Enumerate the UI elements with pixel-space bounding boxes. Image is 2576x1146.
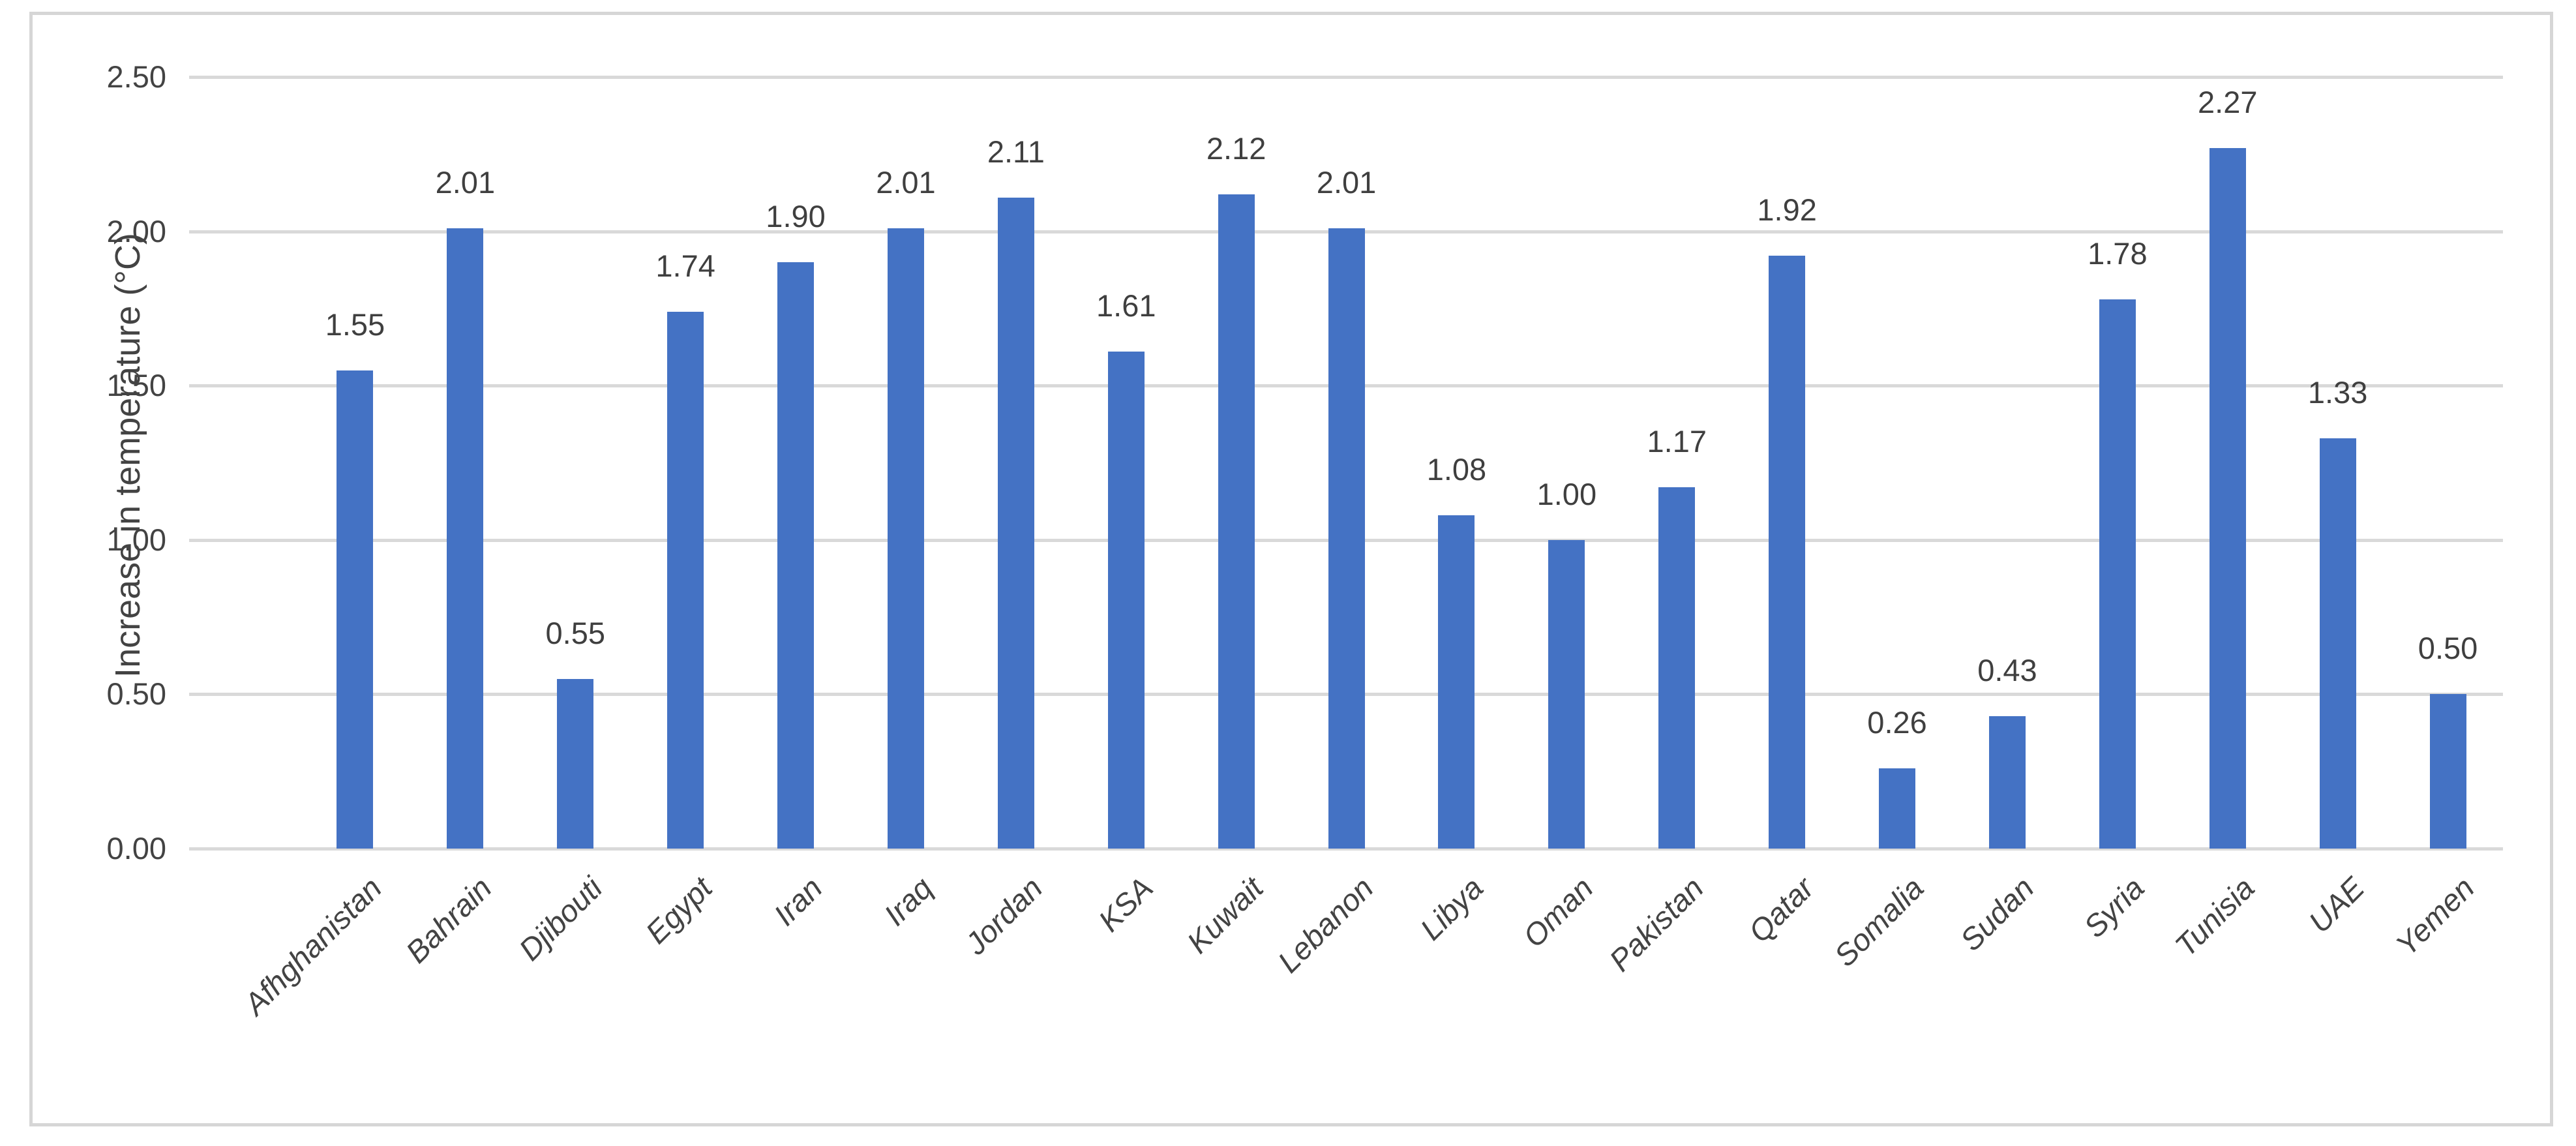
x-category-label: Tunisia xyxy=(2168,870,2261,963)
data-label: 1.92 xyxy=(1757,192,1817,228)
x-category-label: Afhghanistan xyxy=(237,870,389,1021)
data-label: 1.61 xyxy=(1096,288,1156,324)
y-tick-label: 0.00 xyxy=(106,831,166,866)
data-label: 0.26 xyxy=(1867,704,1927,740)
bar-libya xyxy=(1438,515,1475,849)
data-label: 1.08 xyxy=(1426,451,1487,487)
bar-pakistan xyxy=(1658,487,1696,849)
data-label: 1.55 xyxy=(325,307,385,342)
data-label: 1.90 xyxy=(766,198,826,234)
y-tick-label: 0.50 xyxy=(106,676,166,712)
bar-syria xyxy=(2099,299,2136,849)
y-tick-label: 1.50 xyxy=(106,368,166,403)
bar-jordan xyxy=(997,197,1034,849)
data-label: 0.55 xyxy=(545,615,605,650)
bar-afhghanistan xyxy=(337,370,374,849)
x-category-label: KSA xyxy=(1091,870,1160,939)
x-category-label: Qatar xyxy=(1741,870,1820,949)
data-label: 1.74 xyxy=(655,248,715,283)
bar-sudan xyxy=(1988,716,2026,849)
bar-iraq xyxy=(887,228,924,849)
data-label: 2.11 xyxy=(987,134,1045,169)
x-category-label: Yemen xyxy=(2389,870,2481,963)
data-label: 0.43 xyxy=(1977,652,2037,687)
x-category-label: Djibouti xyxy=(511,870,609,967)
bar-uae xyxy=(2319,438,2356,849)
bar-bahrain xyxy=(447,228,484,849)
y-tick-label: 2.00 xyxy=(106,213,166,249)
bar-oman xyxy=(1548,539,1585,849)
x-category-label: Pakistan xyxy=(1602,870,1711,978)
x-category-label: Iraq xyxy=(876,870,939,933)
x-category-label: Kuwait xyxy=(1180,870,1270,960)
bar-qatar xyxy=(1769,256,1806,849)
data-label: 2.01 xyxy=(435,164,496,200)
x-category-label: Oman xyxy=(1516,870,1600,954)
bar-somalia xyxy=(1879,768,1916,849)
data-label: 2.01 xyxy=(876,164,936,200)
bar-yemen xyxy=(2429,694,2466,849)
data-label: 1.33 xyxy=(2307,374,2368,410)
y-tick-label: 2.50 xyxy=(106,59,166,94)
x-category-label: Somalia xyxy=(1827,870,1930,973)
x-category-label: Egypt xyxy=(638,870,719,950)
data-label: 0.50 xyxy=(2418,631,2478,666)
x-category-label: UAE xyxy=(2301,870,2371,940)
data-label: 1.17 xyxy=(1647,424,1707,459)
x-category-label: Sudan xyxy=(1953,870,2041,958)
x-axis-line xyxy=(189,847,2503,851)
bar-egypt xyxy=(667,311,704,849)
bar-kuwait xyxy=(1218,194,1255,849)
y-gridline xyxy=(189,76,2503,79)
x-category-label: Lebanon xyxy=(1270,870,1380,980)
x-category-label: Bahrain xyxy=(399,870,499,970)
bar-djibouti xyxy=(557,678,594,849)
data-label: 2.12 xyxy=(1206,130,1266,166)
x-category-label: Jordan xyxy=(958,870,1049,961)
chart-frame: Increase in temperature (°C) 2.50 2.00 1.5… xyxy=(29,12,2553,1126)
bar-tunisia xyxy=(2209,147,2246,849)
data-label: 1.78 xyxy=(2088,235,2148,271)
y-tick-label: 1.00 xyxy=(106,522,166,557)
data-label: 2.27 xyxy=(2198,84,2258,119)
bar-iran xyxy=(777,262,815,849)
data-label: 2.01 xyxy=(1316,164,1377,200)
x-category-label: Iran xyxy=(767,870,829,933)
data-label: 1.00 xyxy=(1536,476,1597,511)
bar-lebanon xyxy=(1328,228,1365,849)
x-category-label: Libya xyxy=(1413,870,1490,947)
x-category-label: Syria xyxy=(2076,870,2151,944)
bar-ksa xyxy=(1107,352,1145,849)
